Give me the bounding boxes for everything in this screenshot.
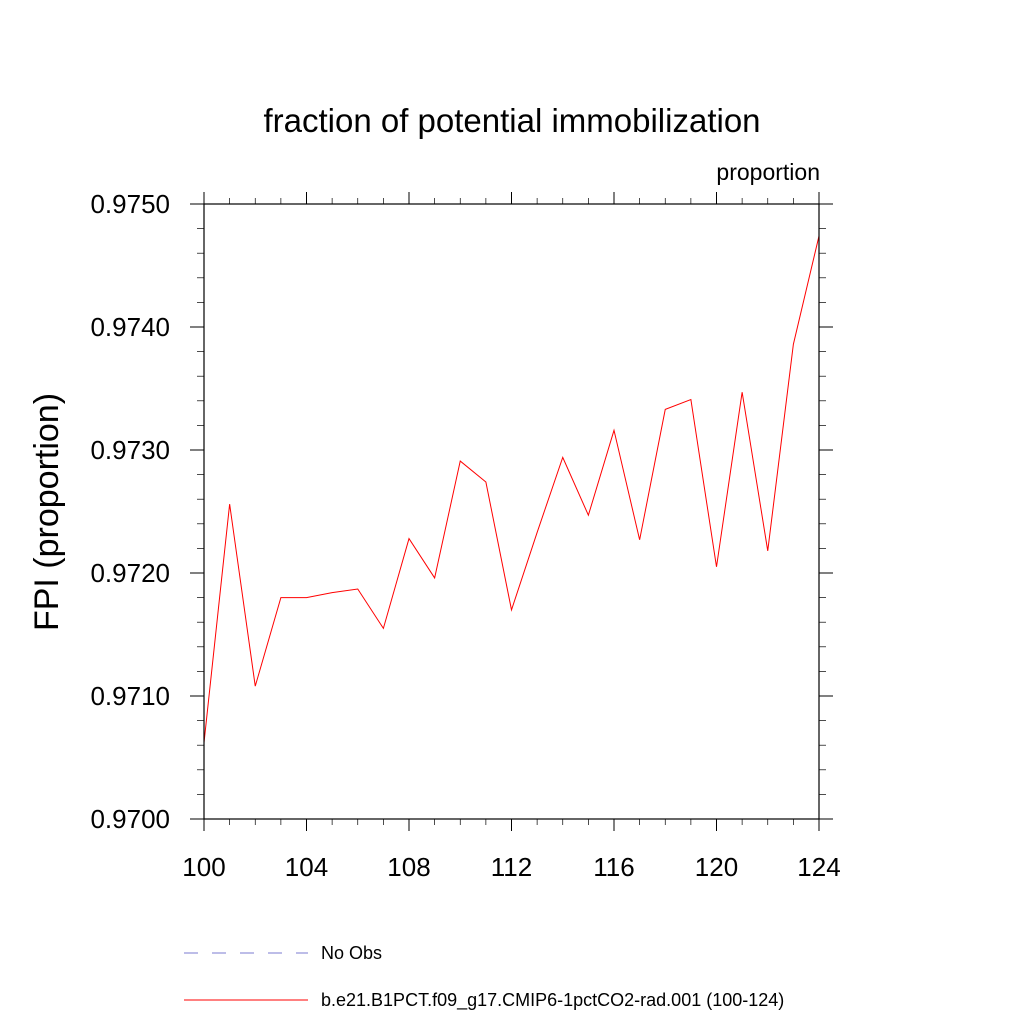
series-line-0: [203, 235, 820, 743]
legend-label-no-obs: No Obs: [321, 943, 382, 963]
y-tick-label: 0.9700: [90, 804, 170, 834]
x-tick-label: 116: [593, 852, 634, 882]
x-tick-label: 104: [285, 852, 328, 882]
units-label: proportion: [716, 159, 820, 185]
x-tick-label: 100: [182, 852, 225, 882]
y-tick-label: 0.9730: [90, 435, 170, 465]
y-tick-label: 0.9740: [90, 312, 170, 342]
plot-frame: [203, 203, 820, 820]
legend-label-series: b.e21.B1PCT.f09_g17.CMIP6-1pctCO2-rad.00…: [321, 990, 784, 1011]
series-layer: [203, 235, 820, 743]
y-tick-label: 0.9750: [90, 189, 170, 219]
x-tick-label: 108: [387, 852, 430, 882]
x-tick-label: 112: [491, 852, 532, 882]
x-tick-labels: 100 104 108 112 116 120 124: [182, 852, 840, 882]
axis-ticks: [190, 192, 833, 831]
x-tick-label: 120: [695, 852, 738, 882]
y-tick-labels: 0.9700 0.9710 0.9720 0.9730 0.9740 0.9750: [90, 189, 170, 834]
chart-title: fraction of potential immobilization: [263, 102, 760, 139]
y-axis-label: FPI (proportion): [28, 393, 66, 631]
legend: No Obs b.e21.B1PCT.f09_g17.CMIP6-1pctCO2…: [184, 943, 784, 1011]
y-tick-label: 0.9720: [90, 558, 170, 588]
x-tick-label: 124: [797, 852, 840, 882]
y-tick-label: 0.9710: [90, 681, 170, 711]
